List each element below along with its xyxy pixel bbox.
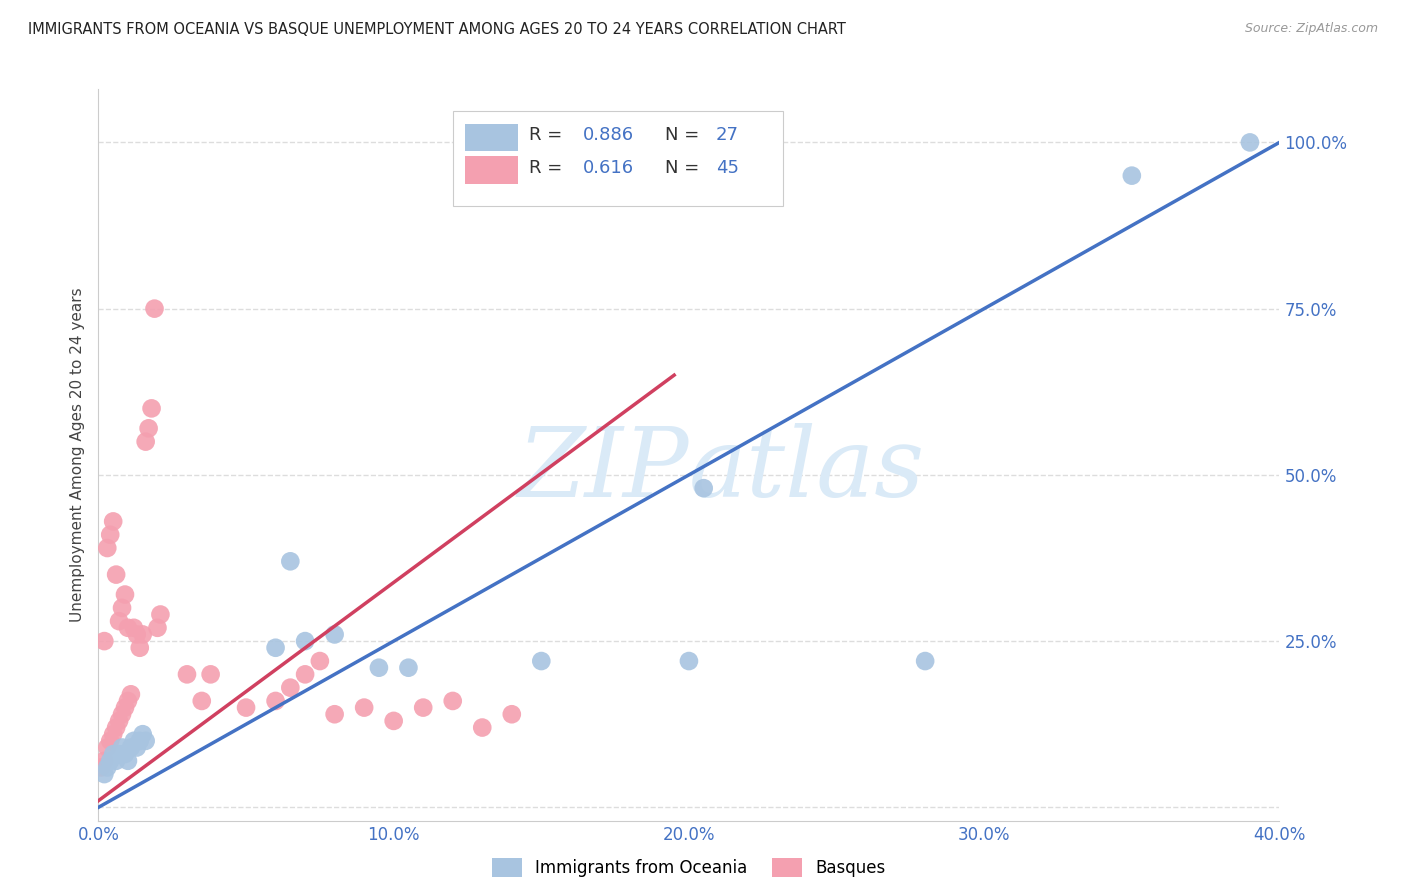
Point bbox=[105, 721, 128, 735]
Point bbox=[132, 627, 155, 641]
Text: N =: N = bbox=[665, 159, 706, 178]
Point bbox=[108, 747, 131, 761]
Point bbox=[382, 714, 405, 728]
Point bbox=[135, 434, 157, 449]
Text: ZIP: ZIP bbox=[517, 423, 689, 516]
FancyBboxPatch shape bbox=[453, 112, 783, 206]
Point bbox=[264, 694, 287, 708]
FancyBboxPatch shape bbox=[464, 156, 517, 185]
Point bbox=[122, 734, 145, 748]
Point bbox=[103, 515, 125, 529]
Text: 0.616: 0.616 bbox=[582, 159, 634, 178]
Point bbox=[114, 588, 136, 602]
Text: R =: R = bbox=[530, 159, 568, 178]
Point bbox=[93, 767, 115, 781]
Point bbox=[278, 554, 302, 568]
Point bbox=[693, 481, 716, 495]
Point bbox=[530, 654, 553, 668]
Point bbox=[914, 654, 936, 668]
Point bbox=[176, 667, 198, 681]
Point bbox=[501, 707, 523, 722]
Point bbox=[98, 527, 121, 541]
Text: 45: 45 bbox=[716, 159, 740, 178]
Point bbox=[111, 707, 134, 722]
Point bbox=[309, 654, 332, 668]
Text: Source: ZipAtlas.com: Source: ZipAtlas.com bbox=[1244, 22, 1378, 36]
Point bbox=[108, 714, 131, 728]
Point bbox=[103, 727, 125, 741]
Text: IMMIGRANTS FROM OCEANIA VS BASQUE UNEMPLOYMENT AMONG AGES 20 TO 24 YEARS CORRELA: IMMIGRANTS FROM OCEANIA VS BASQUE UNEMPL… bbox=[28, 22, 846, 37]
Point bbox=[96, 541, 118, 555]
Point bbox=[135, 734, 157, 748]
Point bbox=[441, 694, 464, 708]
Point bbox=[114, 700, 136, 714]
Point bbox=[353, 700, 375, 714]
Text: atlas: atlas bbox=[689, 423, 925, 516]
Point bbox=[235, 700, 257, 714]
Point bbox=[143, 301, 166, 316]
Point bbox=[1121, 169, 1143, 183]
Point bbox=[278, 681, 302, 695]
Point bbox=[105, 754, 128, 768]
Point bbox=[96, 760, 118, 774]
Point bbox=[117, 754, 139, 768]
FancyBboxPatch shape bbox=[464, 124, 517, 152]
Point bbox=[1239, 136, 1261, 150]
Text: N =: N = bbox=[665, 126, 706, 144]
Point bbox=[149, 607, 172, 622]
Point bbox=[125, 627, 148, 641]
Point bbox=[294, 634, 316, 648]
Point bbox=[396, 661, 419, 675]
Point bbox=[111, 600, 134, 615]
Text: R =: R = bbox=[530, 126, 568, 144]
Point bbox=[323, 627, 346, 641]
Point bbox=[93, 754, 115, 768]
Point bbox=[200, 667, 222, 681]
Y-axis label: Unemployment Among Ages 20 to 24 years: Unemployment Among Ages 20 to 24 years bbox=[69, 287, 84, 623]
Legend: Immigrants from Oceania, Basques: Immigrants from Oceania, Basques bbox=[484, 849, 894, 886]
Point bbox=[122, 621, 145, 635]
Point bbox=[323, 707, 346, 722]
Point bbox=[117, 694, 139, 708]
Point bbox=[120, 740, 142, 755]
Point bbox=[264, 640, 287, 655]
Text: 27: 27 bbox=[716, 126, 740, 144]
Point bbox=[98, 754, 121, 768]
Point bbox=[125, 740, 148, 755]
Point bbox=[191, 694, 214, 708]
Point bbox=[294, 667, 316, 681]
Point bbox=[128, 640, 150, 655]
Point bbox=[111, 740, 134, 755]
Point bbox=[103, 747, 125, 761]
Text: 0.886: 0.886 bbox=[582, 126, 634, 144]
Point bbox=[146, 621, 169, 635]
Point bbox=[98, 734, 121, 748]
Point bbox=[93, 634, 115, 648]
Point bbox=[678, 654, 700, 668]
Point bbox=[132, 727, 155, 741]
Point bbox=[138, 421, 160, 435]
Point bbox=[412, 700, 434, 714]
Point bbox=[128, 734, 150, 748]
Point bbox=[141, 401, 163, 416]
Point bbox=[117, 621, 139, 635]
Point bbox=[120, 687, 142, 701]
Point bbox=[471, 721, 494, 735]
Point bbox=[114, 747, 136, 761]
Point bbox=[96, 740, 118, 755]
Point bbox=[90, 760, 112, 774]
Point bbox=[105, 567, 128, 582]
Point bbox=[108, 614, 131, 628]
Point bbox=[368, 661, 391, 675]
